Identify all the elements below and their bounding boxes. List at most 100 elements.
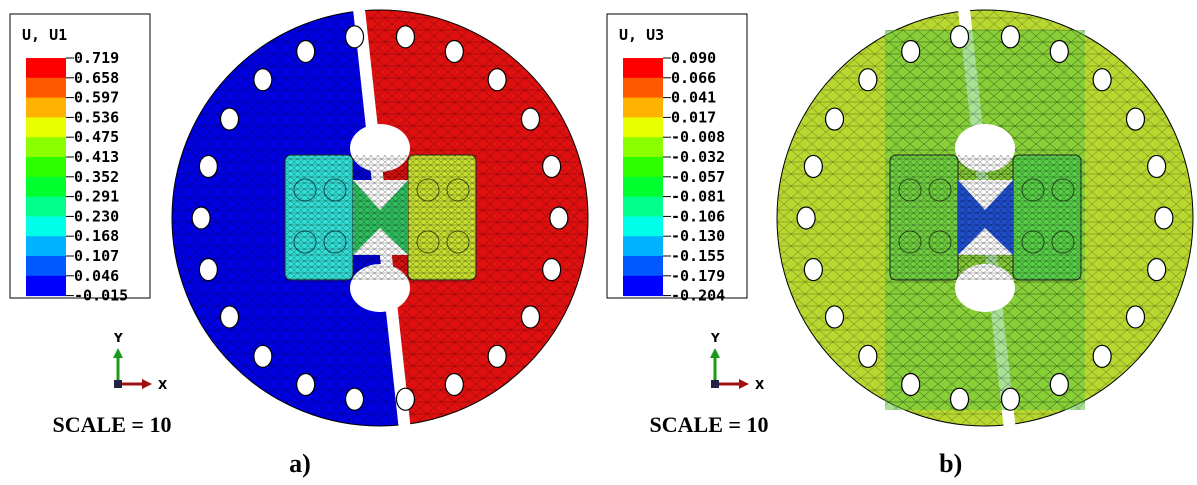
hole xyxy=(253,68,273,92)
hole xyxy=(191,206,211,230)
hole xyxy=(1049,39,1069,64)
legend-swatch xyxy=(26,196,66,217)
bolt-ring xyxy=(446,178,470,202)
legend-swatch xyxy=(623,256,663,277)
hole xyxy=(542,154,562,179)
legend-label: 0.041 xyxy=(671,89,716,107)
hole xyxy=(296,39,316,64)
legend-swatch xyxy=(623,275,663,297)
hole xyxy=(949,387,970,411)
scale-label: SCALE = 10 xyxy=(650,412,769,437)
legend-swatch xyxy=(26,275,66,297)
legend-label: 0.291 xyxy=(74,188,119,206)
legend-swatch xyxy=(26,77,66,99)
arrow-head xyxy=(113,348,123,358)
hole xyxy=(1092,68,1112,92)
legend-swatch xyxy=(26,117,66,138)
mesh xyxy=(285,155,476,280)
legend-label: 0.352 xyxy=(74,168,119,186)
legend-label: -0.057 xyxy=(671,168,725,186)
bolt-ring xyxy=(928,230,952,254)
legend-label: 0.230 xyxy=(74,207,119,225)
axis-y-label: Y xyxy=(710,331,720,345)
legend-label: -0.015 xyxy=(74,287,128,305)
arrow-head xyxy=(142,379,152,389)
legend-swatch xyxy=(623,216,663,237)
hole xyxy=(1125,107,1146,131)
legend-label: 0.090 xyxy=(671,49,716,67)
hole xyxy=(487,344,507,368)
legend-label: 0.017 xyxy=(671,108,716,126)
legend-label: -0.081 xyxy=(671,188,725,206)
legend-label: 0.168 xyxy=(74,227,119,245)
legend-label: -0.032 xyxy=(671,148,725,166)
hole xyxy=(803,257,823,282)
legend-label: 0.719 xyxy=(74,49,119,67)
bolt-ring xyxy=(323,230,347,254)
hole xyxy=(444,39,464,64)
legend-label: 0.107 xyxy=(74,247,119,265)
caption: b) xyxy=(939,449,962,478)
hole xyxy=(395,25,416,49)
hole xyxy=(520,305,541,329)
legend-label: 0.475 xyxy=(74,128,119,146)
legend-title: U, U3 xyxy=(619,26,664,44)
bolt-ring xyxy=(928,178,952,202)
bolt-ring xyxy=(446,230,470,254)
bolt-ring xyxy=(1051,230,1075,254)
origin xyxy=(711,380,719,388)
hole xyxy=(198,257,218,282)
hole xyxy=(1125,305,1146,329)
legend-swatch xyxy=(26,216,66,237)
hole xyxy=(901,372,921,397)
hole xyxy=(296,372,316,397)
hole xyxy=(219,107,240,131)
hole xyxy=(520,107,541,131)
bolt-ring xyxy=(416,230,440,254)
hole xyxy=(858,344,878,368)
hole xyxy=(858,68,878,92)
legend-swatch xyxy=(26,97,66,118)
legend-label: -0.106 xyxy=(671,207,725,225)
hole xyxy=(796,206,816,230)
hole xyxy=(487,68,507,92)
hole xyxy=(1154,206,1174,230)
legend-swatch xyxy=(623,236,663,257)
hole xyxy=(1049,372,1069,397)
scale-label: SCALE = 10 xyxy=(53,412,172,437)
hole xyxy=(824,107,845,131)
hole xyxy=(1092,344,1112,368)
arrow-head xyxy=(739,379,749,389)
legend-label: -0.008 xyxy=(671,128,725,146)
bolt-ring xyxy=(293,178,317,202)
legend-label: 0.658 xyxy=(74,69,119,87)
hole xyxy=(824,305,845,329)
bolt-ring xyxy=(1021,230,1045,254)
legend-label: -0.179 xyxy=(671,267,725,285)
hole xyxy=(901,39,921,64)
hole xyxy=(549,206,569,230)
bolt-ring xyxy=(898,230,922,254)
legend-swatch xyxy=(623,157,663,178)
axis-x-label: X xyxy=(755,378,765,392)
legend-title: U, U1 xyxy=(22,26,67,44)
legend-swatch xyxy=(623,176,663,198)
legend-swatch xyxy=(623,196,663,217)
hole xyxy=(344,25,365,49)
hole xyxy=(219,305,240,329)
axis-y-label: Y xyxy=(113,331,123,345)
legend-swatch xyxy=(623,97,663,118)
bolt-ring xyxy=(1051,178,1075,202)
legend-label: 0.066 xyxy=(671,69,716,87)
hole xyxy=(949,25,970,49)
legend-swatch xyxy=(26,236,66,257)
legend-label: -0.155 xyxy=(671,247,725,265)
legend-swatch xyxy=(26,256,66,277)
bolt-ring xyxy=(1021,178,1045,202)
bolt-ring xyxy=(293,230,317,254)
arrow-head xyxy=(710,348,720,358)
mesh xyxy=(890,155,1081,280)
